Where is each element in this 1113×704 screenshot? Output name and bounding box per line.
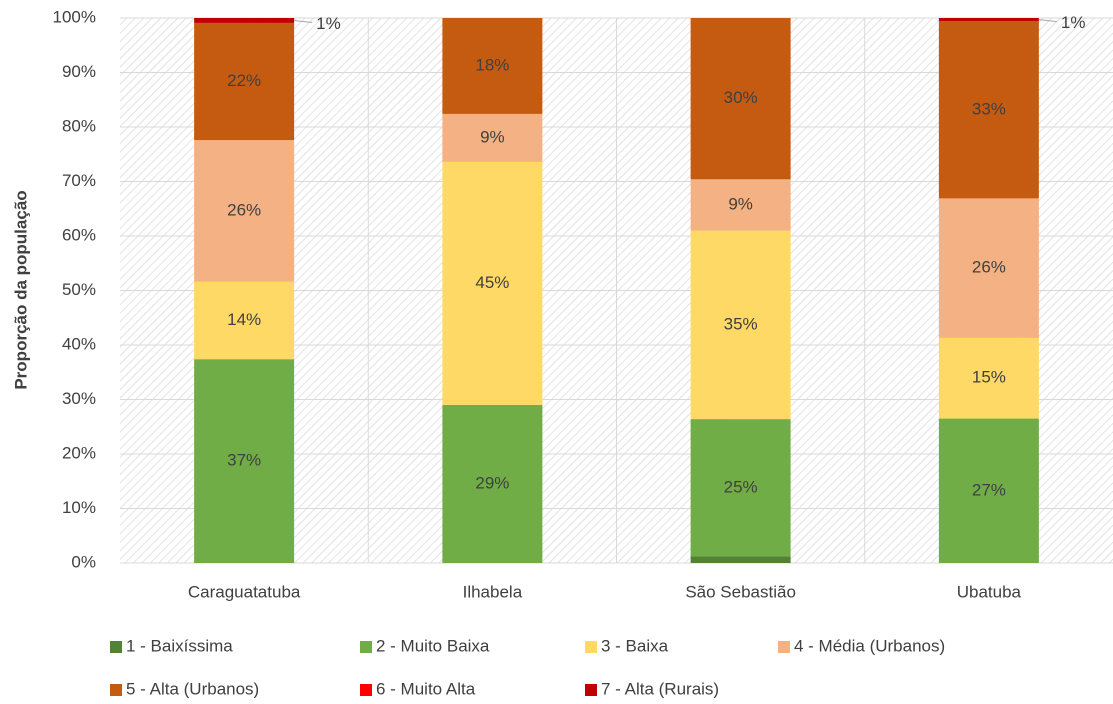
y-tick-label: 70% — [62, 171, 96, 190]
data-label: 30% — [724, 88, 758, 107]
leader-line — [294, 19, 313, 23]
legend-swatch — [360, 641, 372, 653]
legend-label: 1 - Baixíssima — [126, 636, 233, 655]
y-tick-label: 50% — [62, 280, 96, 299]
x-tick-label: Ubatuba — [957, 582, 1022, 601]
bar-segment — [690, 179, 791, 231]
legend-swatch — [778, 641, 790, 653]
legend-swatch — [360, 684, 372, 696]
data-label: 29% — [475, 473, 509, 492]
y-tick-label: 100% — [53, 7, 96, 26]
bar-segment — [938, 198, 1039, 338]
bar-segment — [194, 22, 295, 141]
x-tick-label: Caraguatatuba — [188, 582, 301, 601]
legend-swatch — [585, 684, 597, 696]
data-label: 9% — [480, 127, 505, 146]
leader-line — [1038, 19, 1057, 23]
y-tick-label: 20% — [62, 443, 96, 462]
y-tick-label: 60% — [62, 225, 96, 244]
y-tick-label: 40% — [62, 334, 96, 353]
x-tick-label: São Sebastião — [685, 582, 796, 601]
y-tick-label: 30% — [62, 389, 96, 408]
y-tick-label: 0% — [71, 552, 96, 571]
bar-segment — [938, 337, 1039, 419]
data-label: 1% — [316, 14, 341, 33]
bar-segment — [442, 161, 543, 405]
data-label: 15% — [972, 368, 1006, 387]
x-tick-label: Ilhabela — [463, 582, 523, 601]
data-label: 22% — [227, 71, 261, 90]
legend-label: 6 - Muito Alta — [376, 679, 476, 698]
data-label: 18% — [475, 55, 509, 74]
data-label: 1% — [1061, 13, 1086, 32]
legend-label: 7 - Alta (Rurais) — [601, 679, 719, 698]
legend-swatch — [110, 684, 122, 696]
bar-segment — [194, 140, 295, 282]
bar-segment — [194, 281, 295, 360]
bar-segment — [442, 113, 543, 162]
data-label: 33% — [972, 99, 1006, 118]
y-axis-label: Proporção da população — [11, 190, 30, 389]
bar-segment — [194, 359, 295, 563]
bar-segment — [690, 419, 791, 557]
legend-swatch — [585, 641, 597, 653]
data-label: 45% — [475, 273, 509, 292]
legend-label: 4 - Média (Urbanos) — [794, 636, 945, 655]
bar-segment — [938, 21, 1039, 199]
legend-label: 5 - Alta (Urbanos) — [126, 679, 259, 698]
data-label: 37% — [227, 451, 261, 470]
bar-segment — [938, 418, 1039, 563]
data-label: 26% — [227, 200, 261, 219]
y-tick-label: 80% — [62, 116, 96, 135]
bar-segment — [442, 18, 543, 114]
bar-segment — [442, 404, 543, 563]
data-label: 26% — [972, 258, 1006, 277]
y-tick-label: 90% — [62, 62, 96, 81]
data-label: 9% — [728, 194, 753, 213]
bar-segment — [690, 556, 791, 563]
legend-label: 3 - Baixa — [601, 636, 669, 655]
data-label: 14% — [227, 310, 261, 329]
bar-segment — [690, 230, 791, 420]
data-label: 25% — [724, 477, 758, 496]
y-tick-label: 10% — [62, 498, 96, 517]
data-label: 35% — [724, 314, 758, 333]
legend-swatch — [110, 641, 122, 653]
legend-label: 2 - Muito Baixa — [376, 636, 490, 655]
bar-segment — [690, 18, 791, 180]
bar-segment — [194, 18, 295, 23]
bar-segment — [938, 18, 1039, 22]
data-label: 27% — [972, 480, 1006, 499]
